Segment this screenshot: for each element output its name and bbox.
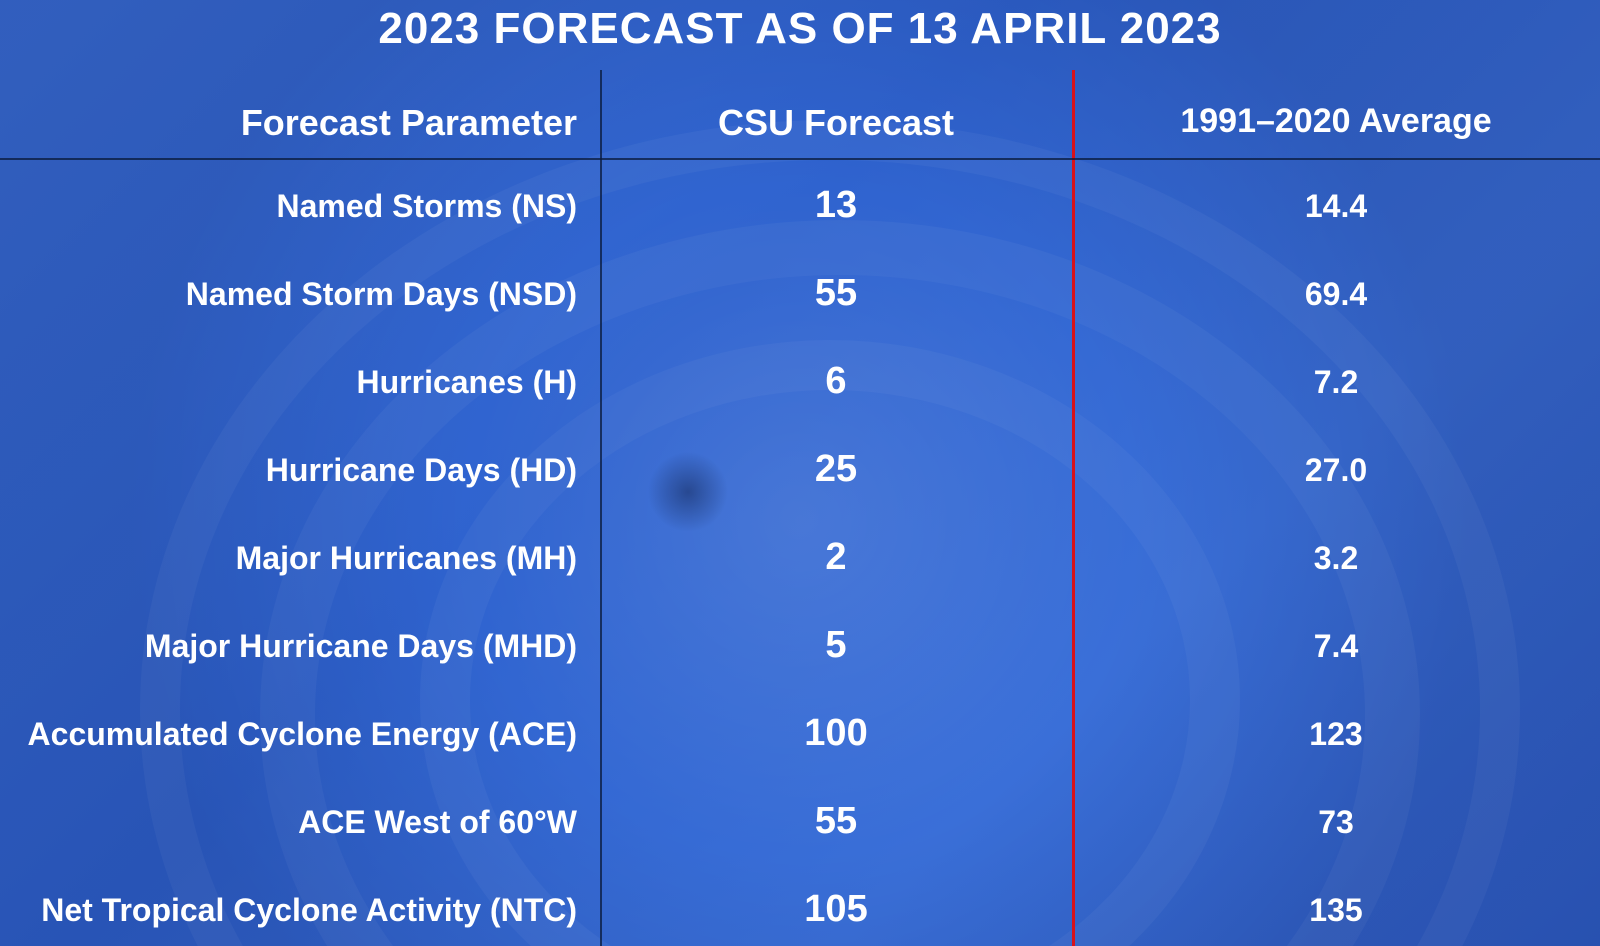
table-row-average: 14.4 xyxy=(1072,188,1600,225)
slide-title: 2023 FORECAST AS OF 13 APRIL 2023 xyxy=(0,4,1600,54)
forecast-slide: 2023 FORECAST AS OF 13 APRIL 2023 Foreca… xyxy=(0,0,1600,946)
table-row-average: 3.2 xyxy=(1072,540,1600,577)
table-row-forecast: 55 xyxy=(600,272,1072,315)
table-row-forecast: 105 xyxy=(600,888,1072,931)
table-row-forecast: 100 xyxy=(600,712,1072,755)
table-row-average: 135 xyxy=(1072,892,1600,929)
table-row-param: Net Tropical Cyclone Activity (NTC) xyxy=(41,892,577,929)
table-row-param: Hurricane Days (HD) xyxy=(266,452,577,489)
table-row-forecast: 5 xyxy=(600,624,1072,667)
column-header-parameter: Forecast Parameter xyxy=(241,102,577,144)
column-header-average: 1991–2020 Average xyxy=(1072,102,1600,141)
table-row-param: Accumulated Cyclone Energy (ACE) xyxy=(28,716,577,753)
table-row-average: 69.4 xyxy=(1072,276,1600,313)
table-row-param: Hurricanes (H) xyxy=(357,364,578,401)
table-row-forecast: 2 xyxy=(600,536,1072,579)
table-row-forecast: 55 xyxy=(600,800,1072,843)
table-row-average: 73 xyxy=(1072,804,1600,841)
table-row-param: ACE West of 60°W xyxy=(298,804,577,841)
table-row-average: 123 xyxy=(1072,716,1600,753)
table-row-forecast: 25 xyxy=(600,448,1072,491)
table-row-param: Major Hurricane Days (MHD) xyxy=(145,628,577,665)
table-row-forecast: 6 xyxy=(600,360,1072,403)
table-row-average: 7.2 xyxy=(1072,364,1600,401)
table-row-param: Major Hurricanes (MH) xyxy=(236,540,577,577)
table-row-average: 7.4 xyxy=(1072,628,1600,665)
table-row-param: Named Storms (NS) xyxy=(277,188,578,225)
table-row-param: Named Storm Days (NSD) xyxy=(186,276,577,313)
table-row-forecast: 13 xyxy=(600,184,1072,227)
column-header-forecast: CSU Forecast xyxy=(600,102,1072,144)
table-row-average: 27.0 xyxy=(1072,452,1600,489)
header-underline xyxy=(0,158,1600,160)
